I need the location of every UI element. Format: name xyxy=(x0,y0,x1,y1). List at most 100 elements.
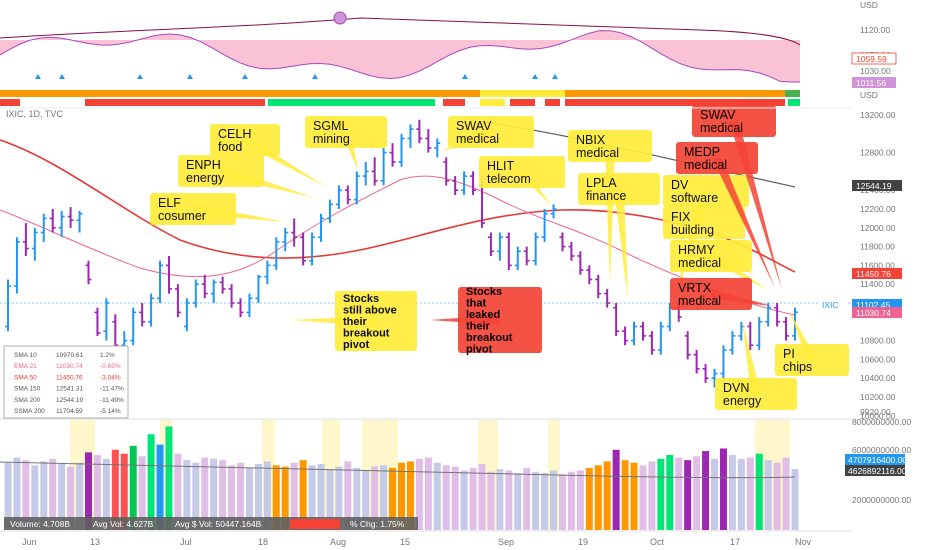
price-axis-tick: 10400.00 xyxy=(860,373,896,383)
volume-bar xyxy=(406,461,414,530)
volume-bar xyxy=(550,470,558,530)
volume-bar xyxy=(398,462,405,530)
price-axis-tick: 11600.00 xyxy=(860,260,895,270)
price-axis-tick: 12800.00 xyxy=(860,148,896,158)
volume-bar xyxy=(451,466,459,530)
volume-bar xyxy=(755,453,763,530)
callout-red: Stocks that leaked their breakout pivot xyxy=(430,286,542,356)
volume-bar xyxy=(621,460,629,530)
callout-line: HRMY xyxy=(678,243,715,257)
ohlc-bar xyxy=(648,331,655,355)
ohlc-bar xyxy=(550,204,557,219)
callout-line: cosumer xyxy=(158,209,206,223)
callout-line: PI xyxy=(783,347,795,361)
callout-text: HRMY medical xyxy=(678,243,721,270)
rs-marker-triangle xyxy=(312,74,318,79)
callout-line: breakout xyxy=(343,327,390,339)
rs-panel xyxy=(0,11,801,106)
ohlc-bar xyxy=(157,260,164,303)
ohlc-bar xyxy=(443,157,450,186)
callout-line: medical xyxy=(700,121,743,135)
ma-table-name: SMA 10 xyxy=(14,352,37,359)
volume-bar xyxy=(156,444,164,530)
price-axis-tick: 10800.00 xyxy=(860,336,896,346)
volume-bar xyxy=(129,445,137,530)
ohlc-bar xyxy=(783,317,790,341)
ma-table-value: 11030.74 xyxy=(56,363,83,370)
price-tag: 11102.45 xyxy=(856,300,890,310)
callout-pointer xyxy=(712,158,775,288)
rs-tag-1011: 1011.56 xyxy=(856,78,886,88)
callout-yellow: Stocks still above their breakout pivot xyxy=(290,291,417,351)
ohlc-bar xyxy=(183,298,190,332)
callout-line: finance xyxy=(586,189,626,203)
callout-line: FIX xyxy=(671,210,691,224)
callout-yellow: CELH food xyxy=(210,124,328,188)
callout-box xyxy=(663,207,745,239)
callout-box xyxy=(150,193,236,225)
callout-line: SGML xyxy=(313,119,348,133)
callout-line: pivot xyxy=(343,339,370,351)
rs-fill-area xyxy=(0,30,800,82)
callout-line: NBIX xyxy=(576,133,606,147)
volume-bar xyxy=(192,462,200,530)
ohlc-bar xyxy=(40,213,47,242)
price-tag-box xyxy=(852,268,902,279)
callout-line: still above xyxy=(343,304,397,316)
volume-bar xyxy=(469,467,477,530)
ohlc-bar xyxy=(577,251,584,275)
ohlc-bar xyxy=(112,314,119,350)
callout-line: ELF xyxy=(158,196,181,210)
ohlc-bar xyxy=(639,321,646,341)
volume-bar xyxy=(460,470,468,530)
price-axis-tick: 9920.00 xyxy=(860,407,891,417)
time-axis-tick: Nov xyxy=(795,537,812,547)
volume-bar xyxy=(585,467,593,530)
ma-table-pct: -5.14% xyxy=(100,408,121,415)
callout-line: their xyxy=(466,321,491,333)
volume-bar xyxy=(442,465,450,530)
callout-box xyxy=(568,130,652,162)
signal-strip-top xyxy=(480,90,565,97)
volume-tag: 4626892116.00 xyxy=(848,466,907,476)
signal-strip-bottom xyxy=(545,99,560,106)
callout-box xyxy=(775,344,849,376)
ohlc-bar xyxy=(282,227,289,252)
volume-bar xyxy=(308,465,316,530)
time-axis-tick: 13 xyxy=(90,537,100,547)
ohlc-bar xyxy=(434,138,441,158)
ohlc-bar xyxy=(613,303,620,336)
callout-yellow: HRMY medical xyxy=(670,240,768,290)
ohlc-bar xyxy=(246,293,253,318)
ohlc-bar xyxy=(300,232,307,266)
ohlc-bar xyxy=(335,185,342,209)
callout-pointer xyxy=(614,189,628,300)
volume-bar xyxy=(147,434,155,530)
callout-box xyxy=(178,155,264,187)
callout-text: VRTX medical xyxy=(678,281,721,308)
ohlc-bar xyxy=(85,260,92,285)
price-axis: 13200.0012800.0012400.0012200.0012000.00… xyxy=(818,110,902,421)
volume-bar xyxy=(4,462,12,530)
callout-line: chips xyxy=(783,360,812,374)
ohlc-bar xyxy=(487,232,494,256)
callout-box xyxy=(479,156,565,188)
signal-strip-top xyxy=(435,90,480,97)
callout-box xyxy=(692,105,776,137)
volume-bar xyxy=(272,465,280,530)
rs-axis-tick: 1120.00 xyxy=(860,25,890,35)
callout-text: CELH food xyxy=(218,127,251,154)
ohlc-bar xyxy=(756,317,763,350)
volume-tag-box xyxy=(845,454,905,465)
callout-box xyxy=(670,240,752,272)
ohlc-bar xyxy=(496,232,503,261)
time-axis-tick: Oct xyxy=(650,537,665,547)
ma-table-name: SMA 150 xyxy=(14,386,41,393)
volume-bar xyxy=(317,464,325,530)
callout-text: SWAV medical xyxy=(456,119,499,146)
volume-bar xyxy=(353,467,361,530)
ohlc-bar xyxy=(407,124,414,148)
callout-text: SWAV medical xyxy=(700,108,743,135)
